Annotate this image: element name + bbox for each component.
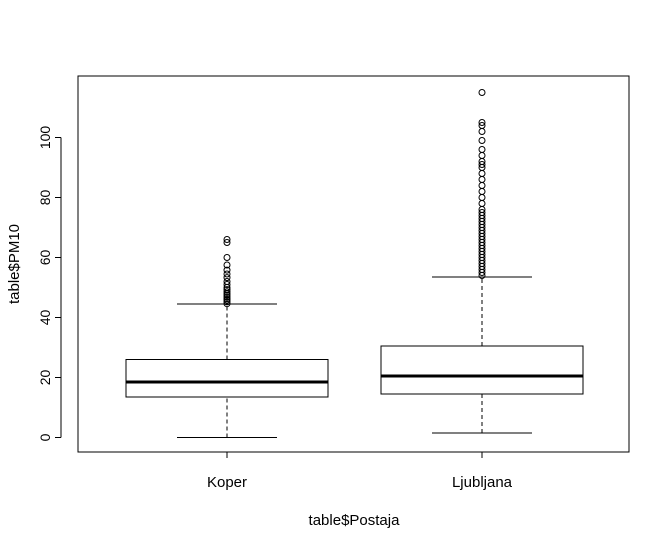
outlier-point <box>223 266 231 274</box>
box-ljubljana <box>380 89 584 434</box>
iqr-box <box>125 359 329 398</box>
outlier-point <box>223 281 231 288</box>
outlier-point <box>478 128 486 135</box>
outlier-point <box>478 122 486 129</box>
y-tick-label: 20 <box>37 370 53 386</box>
outlier-point <box>223 288 231 296</box>
y-tick-label: 40 <box>37 310 53 326</box>
y-tick-label: 60 <box>37 250 53 266</box>
outlier-point <box>223 261 231 269</box>
iqr-box <box>380 345 584 395</box>
outlier-point <box>478 182 486 189</box>
y-tick-label: 100 <box>37 126 53 150</box>
outlier-point <box>223 239 231 246</box>
x-axis: Koper Ljubljana <box>207 451 513 491</box>
outlier-point <box>223 286 231 294</box>
y-axis: 0 20 40 60 80 100 <box>37 126 62 441</box>
outlier-point <box>478 194 486 201</box>
x-tick-label: Koper <box>207 474 247 491</box>
x-tick-label: Ljubljana <box>452 474 513 491</box>
outlier-point <box>478 209 486 216</box>
outlier-point <box>478 188 486 195</box>
outlier-point <box>223 254 231 261</box>
outlier-point <box>478 200 486 207</box>
outlier-point <box>223 278 231 285</box>
x-axis-label: table$Postaja <box>309 512 401 529</box>
outlier-point <box>478 137 486 144</box>
y-tick-label: 0 <box>37 433 53 441</box>
outlier-point <box>478 176 486 183</box>
outlier-point <box>478 161 486 168</box>
outlier-point <box>223 270 231 278</box>
outlier-point <box>478 152 486 159</box>
box-koper <box>125 236 329 438</box>
y-tick-label: 80 <box>37 190 53 206</box>
outlier-point <box>478 146 486 153</box>
outlier-point <box>478 89 486 96</box>
outlier-point <box>478 119 486 126</box>
outlier-point <box>478 170 486 177</box>
boxes <box>125 89 584 438</box>
y-axis-label: table$PM10 <box>6 224 23 304</box>
outlier-point <box>223 274 231 282</box>
outlier-point <box>223 236 231 243</box>
